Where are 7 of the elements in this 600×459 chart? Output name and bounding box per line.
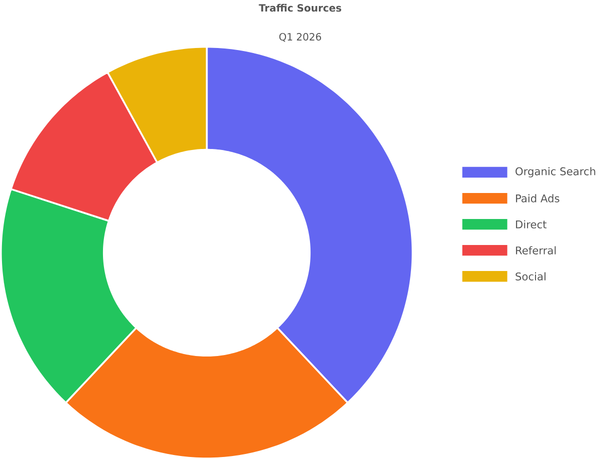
legend-label: Social (516, 272, 546, 280)
chart-title: Traffic Sources (258, 4, 342, 12)
legend-label: Direct (516, 220, 546, 228)
chart-subtitle: Q1 2026 (279, 32, 322, 42)
legend-label: Organic Search (516, 166, 596, 178)
legend-label: Referral (516, 246, 556, 254)
legend-label: Paid Ads (516, 194, 560, 202)
